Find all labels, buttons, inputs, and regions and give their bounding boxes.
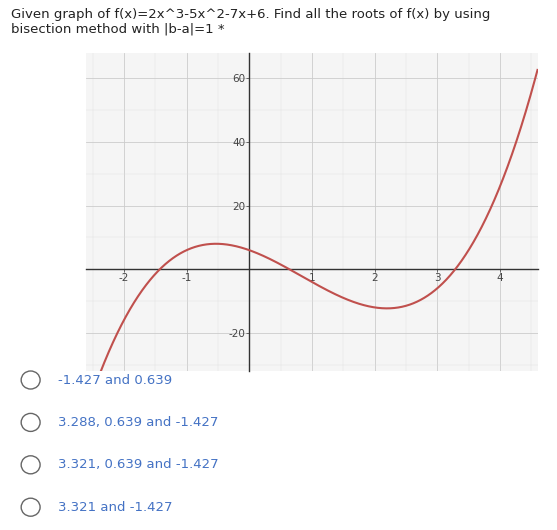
Text: bisection method with |b-a|=1 *: bisection method with |b-a|=1 * [11, 22, 225, 36]
Text: 3.321 and -1.427: 3.321 and -1.427 [58, 501, 173, 514]
Text: 3.288, 0.639 and -1.427: 3.288, 0.639 and -1.427 [58, 416, 219, 429]
Text: -1.427 and 0.639: -1.427 and 0.639 [58, 374, 173, 386]
Text: 3.321, 0.639 and -1.427: 3.321, 0.639 and -1.427 [58, 458, 219, 471]
Text: Given graph of f(x)=2x^3-5x^2-7x+6. Find all the roots of f(x) by using: Given graph of f(x)=2x^3-5x^2-7x+6. Find… [11, 8, 491, 21]
